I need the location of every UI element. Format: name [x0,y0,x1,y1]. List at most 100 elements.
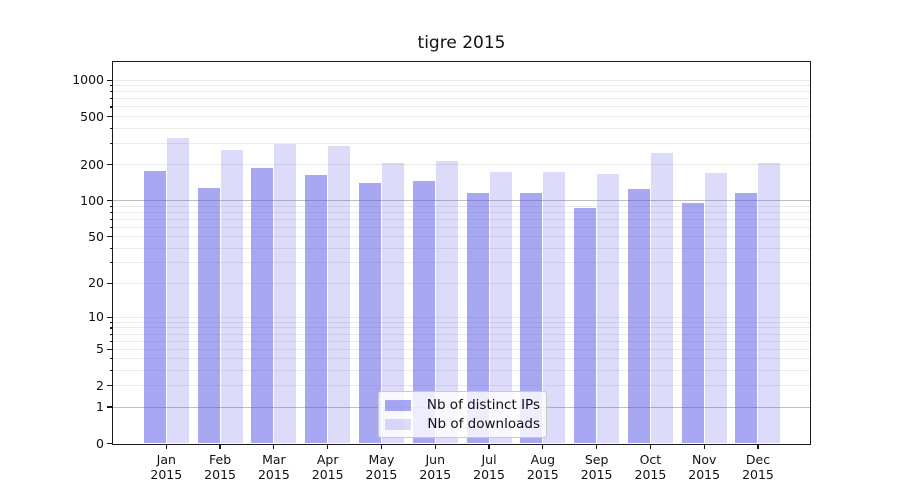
bar-distinct-ips-aug [520,192,543,444]
y-tick-label: 0 [96,435,104,451]
y-major-tick [107,200,113,202]
legend-label-downloads: Nb of downloads [427,416,540,432]
bar-downloads-mar [274,143,297,444]
minor-gridline [113,321,810,323]
x-tick-year: 2015 [257,467,290,482]
x-tick-year: 2015 [150,467,183,482]
y-minor-tick [109,85,113,87]
legend: Nb of distinct IPs Nb of downloads [378,391,547,438]
x-tick [327,443,329,449]
x-tick-year: 2015 [742,467,774,482]
minor-gridline [113,205,810,207]
plot-frame [112,61,811,445]
minor-gridline [113,106,810,108]
minor-gridline [113,327,810,329]
y-minor-tick [109,262,113,264]
bar-downloads-jan [166,138,189,444]
x-tick-year: 2015 [688,467,721,482]
y-minor-tick [109,142,113,144]
y-tick-label: 2 [96,377,104,393]
y-minor-tick [109,333,113,335]
x-tick-year: 2015 [311,467,344,482]
bar-downloads-apr [328,145,351,444]
x-tick-label: Nov 2015 [677,452,731,483]
x-tick [542,443,544,449]
legend-item-distinct-ips: Nb of distinct IPs [385,397,540,413]
x-tick [273,443,275,449]
y-minor-tick [109,236,113,238]
y-minor-tick [109,91,113,93]
y-minor-tick [109,218,113,220]
bar-distinct-ips-nov [681,202,704,444]
y-minor-tick [109,79,113,81]
minor-gridline [113,79,810,81]
minor-gridline [113,142,810,144]
y-minor-tick [109,385,113,387]
x-tick [488,443,490,449]
y-minor-tick [109,340,113,342]
minor-gridline [113,262,810,264]
bar-downloads-aug [543,172,566,444]
y-tick-label: 1 [96,399,104,415]
minor-gridline [113,333,810,335]
bar-distinct-ips-oct [627,188,650,444]
minor-gridline [113,127,810,129]
legend-swatch-downloads [385,418,411,430]
minor-gridline [113,358,810,360]
x-tick [380,443,383,449]
y-minor-tick [109,226,113,228]
minor-gridline [113,211,810,213]
bar-distinct-ips-sep [574,208,597,444]
bar-distinct-ips-jul [466,192,489,444]
minor-gridline [113,164,810,166]
y-minor-tick [109,348,113,350]
x-tick-label: Mar 2015 [247,452,301,483]
y-minor-tick [109,106,113,108]
y-major-tick [107,406,113,408]
y-minor-tick [109,163,113,166]
x-tick-label: Jun 2015 [408,452,462,483]
bar-distinct-ips-may [358,183,381,444]
bar-distinct-ips-jun [412,181,435,444]
x-tick-label: Sep 2015 [570,452,624,483]
x-tick-label: Jul 2015 [462,452,516,483]
minor-gridline [113,236,810,238]
minor-gridline [113,340,810,342]
x-tick [703,443,705,449]
minor-gridline [113,370,810,372]
x-tick-label: May 2015 [354,452,408,483]
minor-gridline [113,116,810,118]
chart-title: tigre 2015 [417,33,506,53]
x-tick-year: 2015 [580,467,613,482]
x-tick [434,443,436,449]
bar-downloads-nov [704,173,727,444]
y-minor-tick [109,205,113,207]
y-minor-tick [109,127,113,129]
bar-downloads-jul [489,172,512,444]
x-tick-label: Aug 2015 [516,452,570,483]
legend-item-downloads: Nb of downloads [385,416,540,432]
bar-distinct-ips-mar [251,168,274,444]
x-tick [649,443,651,449]
x-tick-label: Apr 2015 [301,452,355,483]
bar-distinct-ips-dec [735,192,758,444]
y-tick-label: 500 [80,108,104,124]
minor-gridline [113,91,810,93]
y-minor-tick [109,321,113,323]
y-tick-label: 1000 [72,72,104,88]
x-tick-label: Oct 2015 [623,452,677,483]
major-gridline [113,200,810,202]
x-tick [596,443,598,449]
y-minor-tick [109,211,113,213]
bar-distinct-ips-feb [197,188,220,444]
y-minor-tick [109,316,113,318]
bar-downloads-dec [758,163,781,444]
x-tick [165,443,167,449]
y-tick-label: 200 [80,156,104,172]
minor-gridline [113,247,810,249]
bar-downloads-may [381,163,404,444]
legend-swatch-distinct-ips [385,399,411,411]
